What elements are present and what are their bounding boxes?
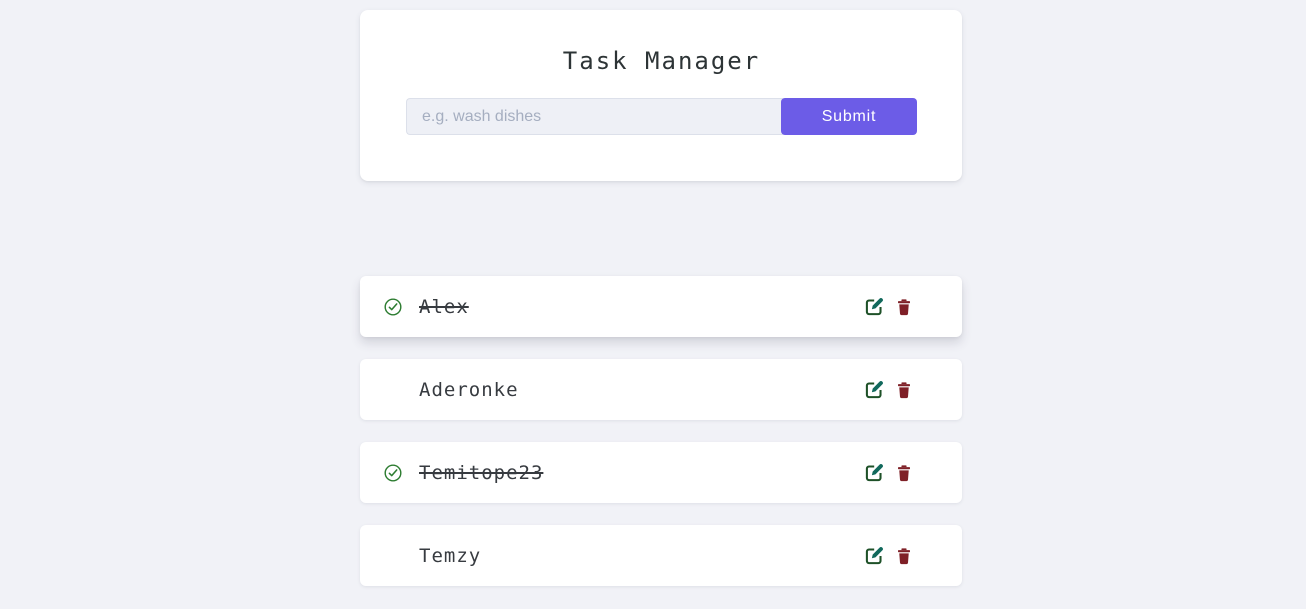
trash-icon[interactable] bbox=[896, 464, 912, 482]
trash-icon[interactable] bbox=[896, 547, 912, 565]
task-name: Aderonke bbox=[419, 378, 519, 401]
page-title: Task Manager bbox=[562, 47, 761, 75]
check-circle-icon[interactable] bbox=[384, 297, 402, 316]
edit-icon[interactable] bbox=[865, 297, 884, 316]
trash-icon[interactable] bbox=[896, 298, 912, 316]
check-circle-icon[interactable] bbox=[384, 463, 402, 482]
task-manager-card: Task Manager Submit bbox=[360, 10, 962, 181]
task-row: Temitope23 bbox=[360, 442, 962, 503]
task-actions bbox=[865, 546, 912, 565]
trash-icon[interactable] bbox=[896, 381, 912, 399]
submit-button[interactable]: Submit bbox=[781, 98, 917, 135]
task-row: Temzy bbox=[360, 525, 962, 586]
new-task-input[interactable] bbox=[406, 98, 783, 135]
add-task-form: Submit bbox=[406, 98, 917, 135]
edit-icon[interactable] bbox=[865, 546, 884, 565]
task-row: Alex bbox=[360, 276, 962, 337]
task-manager-app: Task Manager Submit Alex bbox=[360, 10, 962, 586]
task-name: Alex bbox=[419, 295, 469, 318]
edit-icon[interactable] bbox=[865, 463, 884, 482]
task-name: Temzy bbox=[419, 544, 482, 567]
task-list: Alex Aderonke bbox=[360, 276, 962, 586]
task-name: Temitope23 bbox=[419, 461, 544, 484]
task-actions bbox=[865, 463, 912, 482]
task-actions bbox=[865, 297, 912, 316]
edit-icon[interactable] bbox=[865, 380, 884, 399]
task-row: Aderonke bbox=[360, 359, 962, 420]
task-actions bbox=[865, 380, 912, 399]
